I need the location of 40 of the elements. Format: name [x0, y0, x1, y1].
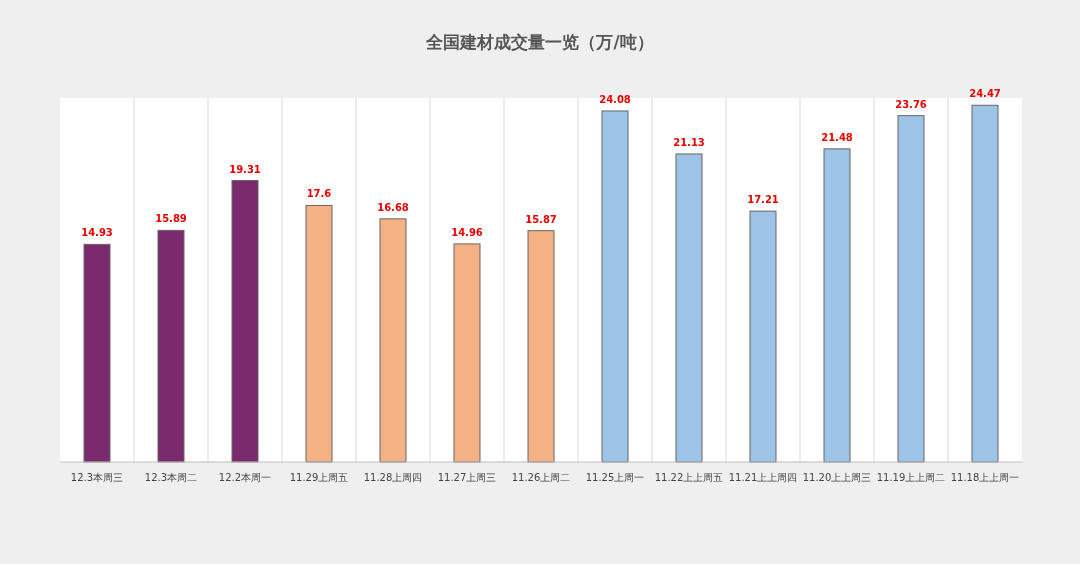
- bar: [305, 204, 333, 463]
- data-label: 21.48: [821, 131, 853, 143]
- x-tick-label: 11.26上周二: [511, 472, 571, 483]
- data-label: 14.96: [451, 226, 483, 238]
- x-tick-label: 11.20上上周三: [802, 472, 872, 483]
- x-tick-label: 11.27上周三: [437, 472, 497, 483]
- bar: [749, 210, 777, 463]
- bar: [83, 243, 111, 463]
- x-tick-label: 11.22上上周五: [654, 472, 724, 483]
- data-label: 24.47: [969, 88, 1001, 100]
- x-tick-label: 12.3本周二: [144, 472, 198, 483]
- data-label: 24.08: [599, 93, 631, 105]
- bar: [897, 115, 925, 463]
- x-tick-label: 11.18上上周一: [950, 472, 1020, 483]
- x-tick-label: 12.2本周一: [218, 472, 272, 483]
- data-label: 21.13: [673, 136, 705, 148]
- x-tick-label: 12.3本周三: [70, 472, 124, 483]
- data-label: 19.31: [229, 163, 261, 175]
- bar: [231, 180, 259, 463]
- bar: [379, 218, 407, 463]
- bar: [675, 153, 703, 463]
- bar: [601, 110, 629, 463]
- bar: [527, 230, 555, 463]
- x-tick-label: 11.28上周四: [363, 472, 423, 483]
- bar: [157, 229, 185, 463]
- data-label: 15.87: [525, 213, 557, 225]
- data-label: 15.89: [155, 213, 187, 225]
- bar: [971, 104, 999, 463]
- data-label: 14.93: [81, 227, 113, 239]
- bar: [823, 148, 851, 463]
- data-label: 17.6: [306, 188, 332, 200]
- chart-title: 全国建材成交量一览（万/吨）: [425, 32, 654, 52]
- x-tick-label: 11.21上上周四: [728, 472, 798, 483]
- data-label: 16.68: [377, 201, 409, 213]
- x-tick-label: 11.19上上周二: [876, 472, 946, 483]
- data-label: 23.76: [895, 98, 927, 110]
- x-tick-label: 11.25上周一: [585, 472, 645, 483]
- data-label: 17.21: [747, 194, 779, 206]
- x-tick-label: 11.29上周五: [289, 472, 349, 483]
- bar: [453, 243, 481, 463]
